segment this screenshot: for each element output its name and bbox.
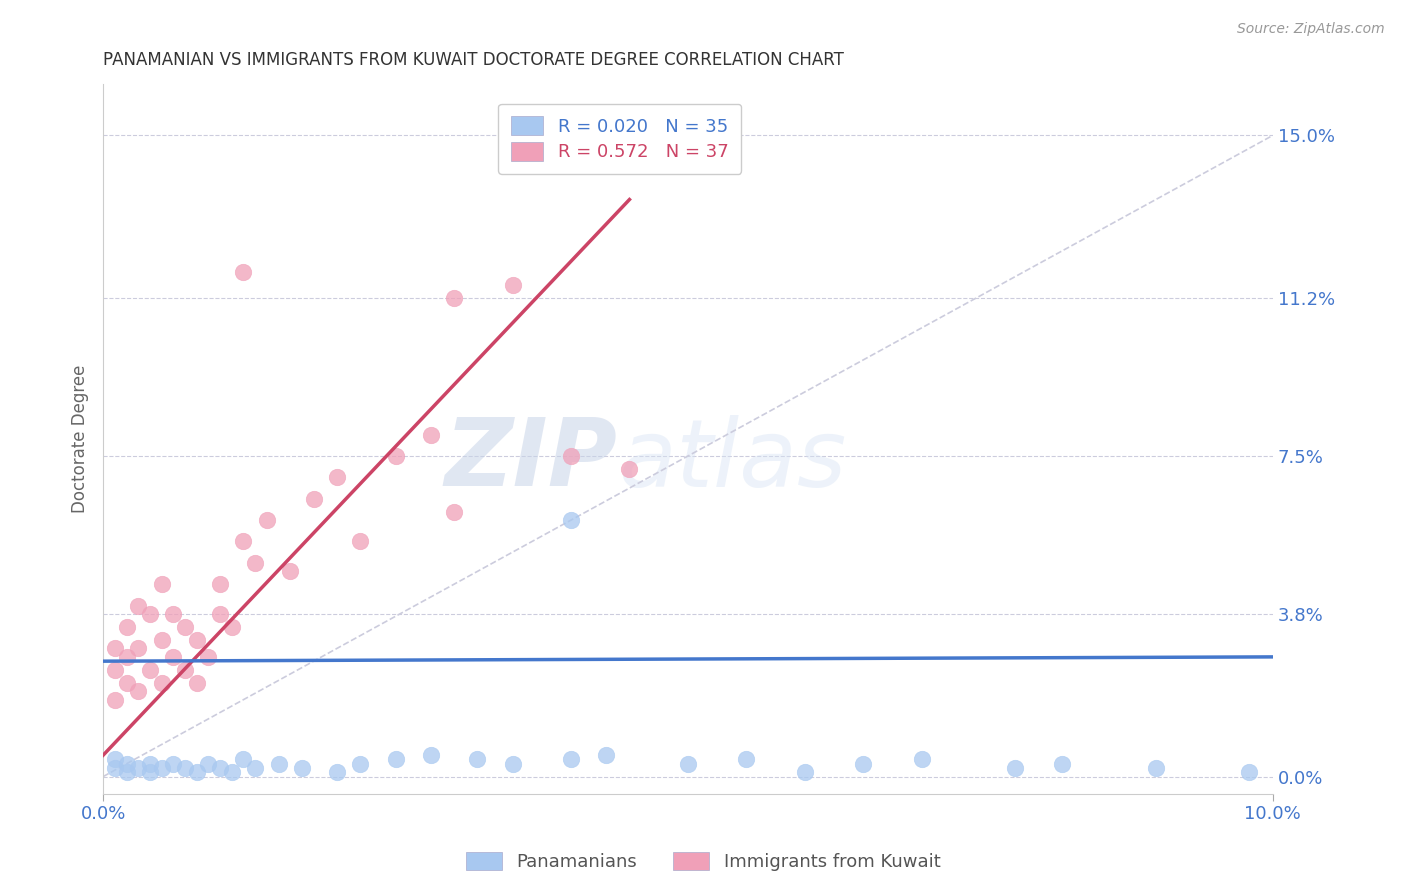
Point	[326, 765, 349, 780]
Text: atlas: atlas	[617, 415, 846, 506]
Point	[349, 534, 371, 549]
Point	[104, 761, 127, 775]
Point	[911, 752, 934, 766]
Point	[115, 765, 138, 780]
Text: Source: ZipAtlas.com: Source: ZipAtlas.com	[1237, 22, 1385, 37]
Point	[502, 278, 524, 293]
Point	[104, 663, 127, 677]
Point	[127, 761, 149, 775]
Point	[384, 752, 406, 766]
Point	[291, 761, 314, 775]
Point	[302, 491, 325, 506]
Legend: Panamanians, Immigrants from Kuwait: Panamanians, Immigrants from Kuwait	[458, 845, 948, 879]
Point	[221, 620, 243, 634]
Point	[443, 291, 465, 305]
Point	[139, 663, 162, 677]
Point	[735, 752, 758, 766]
Point	[619, 462, 641, 476]
Point	[139, 607, 162, 622]
Point	[174, 620, 197, 634]
Point	[467, 752, 489, 766]
Point	[209, 577, 232, 591]
Point	[115, 756, 138, 771]
Text: PANAMANIAN VS IMMIGRANTS FROM KUWAIT DOCTORATE DEGREE CORRELATION CHART: PANAMANIAN VS IMMIGRANTS FROM KUWAIT DOC…	[103, 51, 844, 69]
Point	[115, 649, 138, 664]
Point	[115, 675, 138, 690]
Y-axis label: Doctorate Degree: Doctorate Degree	[72, 365, 89, 513]
Point	[162, 756, 184, 771]
Point	[174, 761, 197, 775]
Point	[186, 765, 208, 780]
Point	[127, 599, 149, 613]
Point	[104, 752, 127, 766]
Point	[150, 675, 173, 690]
Point	[1052, 756, 1074, 771]
Point	[197, 756, 219, 771]
Point	[150, 577, 173, 591]
Point	[209, 607, 232, 622]
Point	[595, 748, 617, 763]
Point	[162, 649, 184, 664]
Point	[1144, 761, 1167, 775]
Point	[384, 449, 406, 463]
Text: ZIP: ZIP	[444, 414, 617, 506]
Point	[104, 641, 127, 656]
Point	[104, 692, 127, 706]
Point	[443, 505, 465, 519]
Point	[139, 765, 162, 780]
Point	[326, 470, 349, 484]
Point	[127, 684, 149, 698]
Point	[243, 761, 266, 775]
Legend: R = 0.020   N = 35, R = 0.572   N = 37: R = 0.020 N = 35, R = 0.572 N = 37	[498, 103, 741, 174]
Point	[186, 632, 208, 647]
Point	[232, 752, 254, 766]
Point	[419, 748, 441, 763]
Point	[197, 649, 219, 664]
Point	[349, 756, 371, 771]
Point	[560, 513, 582, 527]
Point	[1004, 761, 1026, 775]
Point	[560, 449, 582, 463]
Point	[267, 756, 290, 771]
Point	[139, 756, 162, 771]
Point	[174, 663, 197, 677]
Point	[150, 632, 173, 647]
Point	[793, 765, 815, 780]
Point	[127, 641, 149, 656]
Point	[502, 756, 524, 771]
Point	[243, 556, 266, 570]
Point	[278, 565, 301, 579]
Point	[419, 427, 441, 442]
Point	[115, 620, 138, 634]
Point	[676, 756, 699, 771]
Point	[209, 761, 232, 775]
Point	[1239, 765, 1261, 780]
Point	[186, 675, 208, 690]
Point	[232, 534, 254, 549]
Point	[256, 513, 278, 527]
Point	[560, 752, 582, 766]
Point	[852, 756, 875, 771]
Point	[162, 607, 184, 622]
Point	[150, 761, 173, 775]
Point	[232, 265, 254, 279]
Point	[221, 765, 243, 780]
